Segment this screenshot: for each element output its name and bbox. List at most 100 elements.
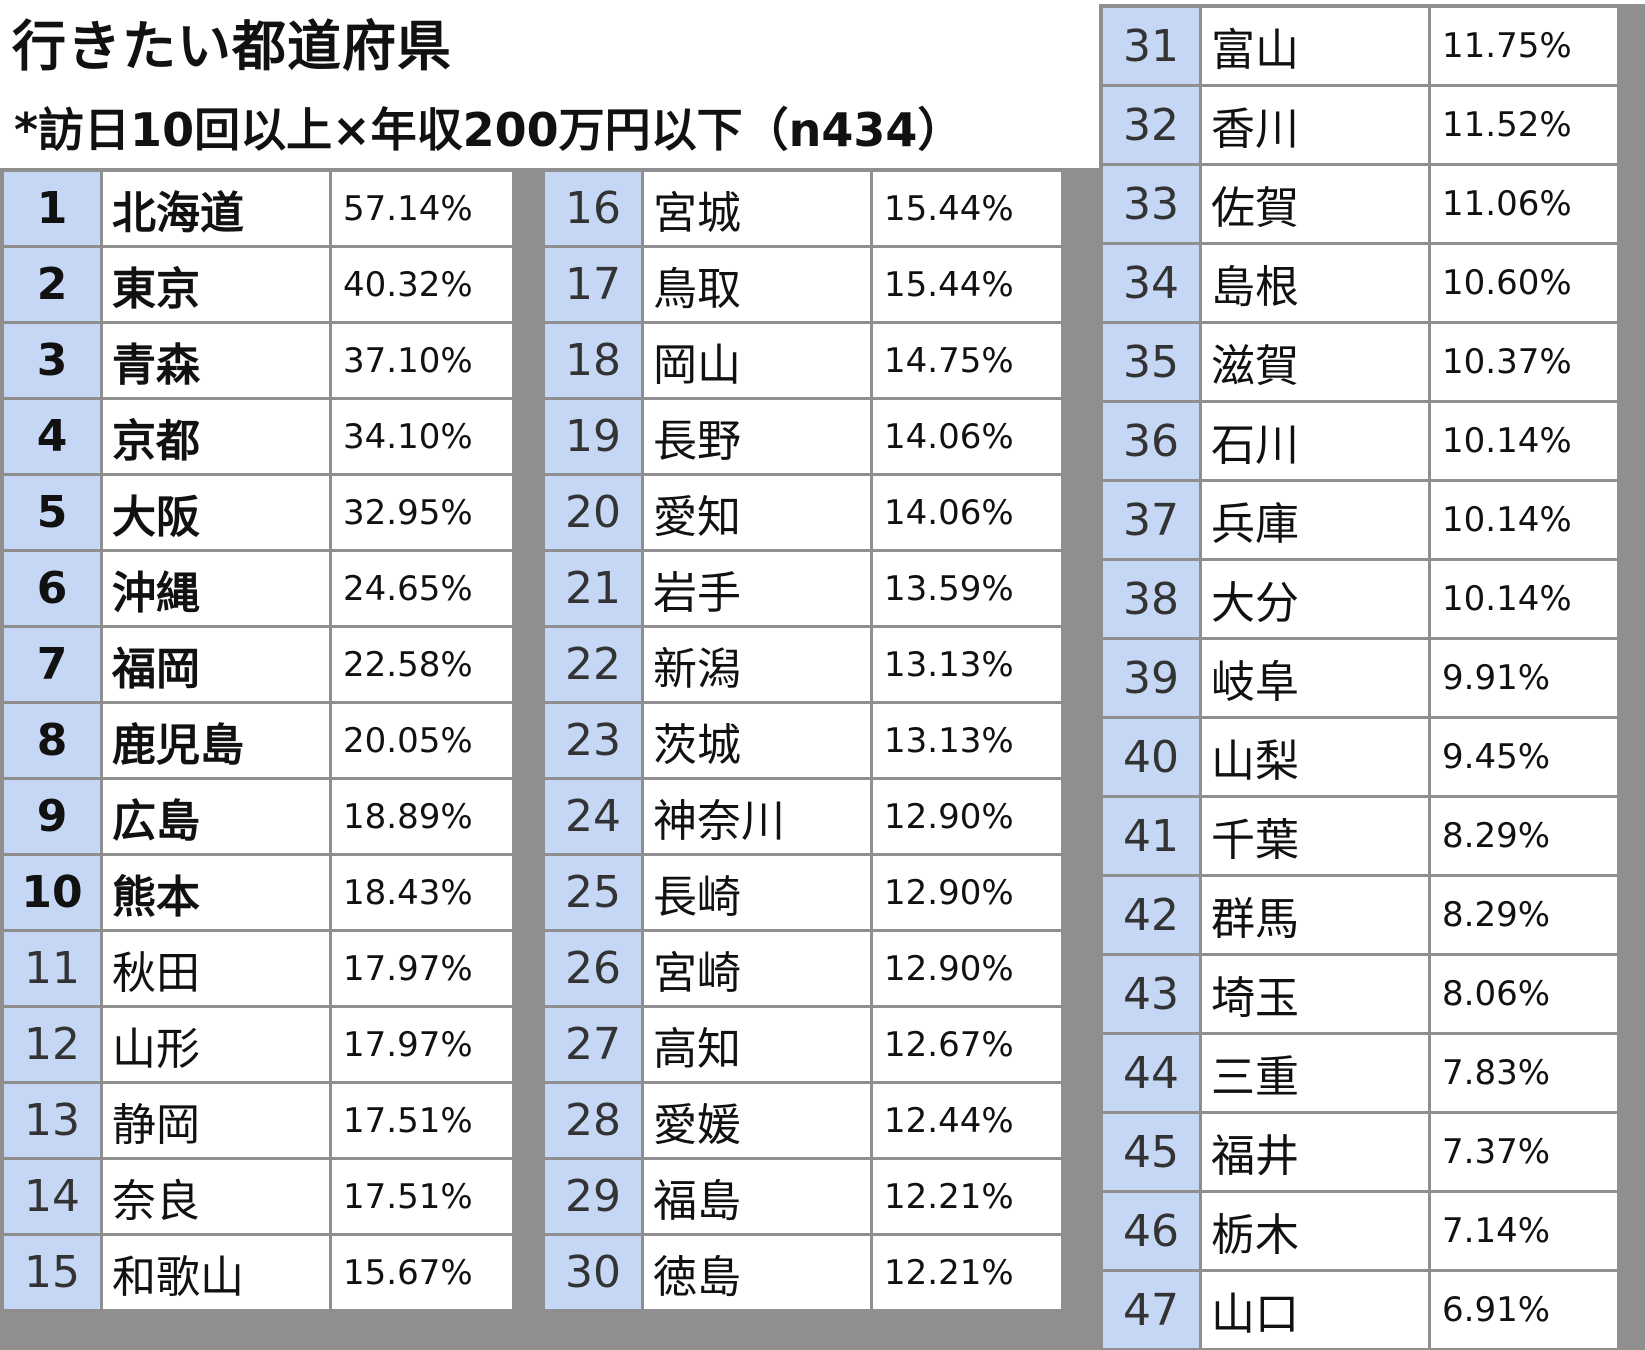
percent-cell: 17.97%	[332, 1008, 512, 1081]
rank-cell: 43	[1103, 956, 1199, 1032]
prefecture-cell: 群馬	[1202, 877, 1428, 953]
prefecture-cell: 徳島	[644, 1236, 870, 1309]
rank-cell: 7	[4, 628, 100, 701]
percent-cell: 34.10%	[332, 400, 512, 473]
percent-cell: 10.14%	[1431, 403, 1617, 479]
rank-cell: 16	[545, 172, 641, 245]
prefecture-cell: 秋田	[103, 932, 329, 1005]
rank-cell: 4	[4, 400, 100, 473]
percent-cell: 20.05%	[332, 704, 512, 777]
page-title: 行きたい都道府県	[12, 15, 452, 78]
prefecture-cell: 高知	[644, 1008, 870, 1081]
rank-cell: 38	[1103, 561, 1199, 637]
percent-cell: 13.13%	[873, 704, 1061, 777]
prefecture-cell: 栃木	[1202, 1193, 1428, 1269]
prefecture-cell: 大阪	[103, 476, 329, 549]
rank-cell: 41	[1103, 798, 1199, 874]
rank-cell: 46	[1103, 1193, 1199, 1269]
percent-cell: 12.90%	[873, 856, 1061, 929]
rank-cell: 3	[4, 324, 100, 397]
percent-cell: 10.14%	[1431, 482, 1617, 558]
prefecture-cell: 長崎	[644, 856, 870, 929]
prefecture-cell: 山口	[1202, 1272, 1428, 1348]
rank-cell: 28	[545, 1084, 641, 1157]
prefecture-cell: 和歌山	[103, 1236, 329, 1309]
percent-cell: 8.29%	[1431, 798, 1617, 874]
prefecture-cell: 佐賀	[1202, 166, 1428, 242]
rank-cell: 13	[4, 1084, 100, 1157]
rank-cell: 27	[545, 1008, 641, 1081]
rank-cell: 39	[1103, 640, 1199, 716]
prefecture-cell: 長野	[644, 400, 870, 473]
percent-cell: 22.58%	[332, 628, 512, 701]
rank-cell: 5	[4, 476, 100, 549]
rank-cell: 31	[1103, 8, 1199, 84]
prefecture-cell: 青森	[103, 324, 329, 397]
prefecture-cell: 宮城	[644, 172, 870, 245]
prefecture-cell: 神奈川	[644, 780, 870, 853]
percent-cell: 15.44%	[873, 248, 1061, 321]
rank-cell: 11	[4, 932, 100, 1005]
rank-cell: 2	[4, 248, 100, 321]
prefecture-cell: 埼玉	[1202, 956, 1428, 1032]
prefecture-cell: 石川	[1202, 403, 1428, 479]
percent-cell: 17.51%	[332, 1160, 512, 1233]
rank-cell: 22	[545, 628, 641, 701]
prefecture-cell: 岩手	[644, 552, 870, 625]
percent-cell: 13.13%	[873, 628, 1061, 701]
rank-cell: 12	[4, 1008, 100, 1081]
percent-cell: 14.75%	[873, 324, 1061, 397]
percent-cell: 17.97%	[332, 932, 512, 1005]
ranking-table-16-30: 16 宮城 15.44% 17 鳥取 15.44% 18 岡山 14.75% 19 長野 14.06%…	[545, 168, 1099, 1350]
prefecture-cell: 東京	[103, 248, 329, 321]
prefecture-cell: 鹿児島	[103, 704, 329, 777]
prefecture-cell: 滋賀	[1202, 324, 1428, 400]
percent-cell: 12.67%	[873, 1008, 1061, 1081]
percent-cell: 11.06%	[1431, 166, 1617, 242]
rank-cell: 1	[4, 172, 100, 245]
rank-cell: 34	[1103, 245, 1199, 321]
prefecture-cell: 岐阜	[1202, 640, 1428, 716]
rank-cell: 10	[4, 856, 100, 929]
prefecture-cell: 福岡	[103, 628, 329, 701]
prefecture-cell: 千葉	[1202, 798, 1428, 874]
percent-cell: 40.32%	[332, 248, 512, 321]
prefecture-cell: 大分	[1202, 561, 1428, 637]
prefecture-cell: 京都	[103, 400, 329, 473]
percent-cell: 8.06%	[1431, 956, 1617, 1032]
percent-cell: 7.37%	[1431, 1114, 1617, 1190]
rank-cell: 9	[4, 780, 100, 853]
prefecture-cell: 香川	[1202, 87, 1428, 163]
percent-cell: 32.95%	[332, 476, 512, 549]
rank-cell: 23	[545, 704, 641, 777]
percent-cell: 10.60%	[1431, 245, 1617, 321]
prefecture-cell: 北海道	[103, 172, 329, 245]
prefecture-cell: 愛知	[644, 476, 870, 549]
rank-cell: 44	[1103, 1035, 1199, 1111]
percent-cell: 24.65%	[332, 552, 512, 625]
rank-cell: 33	[1103, 166, 1199, 242]
rank-cell: 47	[1103, 1272, 1199, 1348]
percent-cell: 10.37%	[1431, 324, 1617, 400]
percent-cell: 15.67%	[332, 1236, 512, 1309]
prefecture-cell: 新潟	[644, 628, 870, 701]
ranking-table-1-15: 1 北海道 57.14% 2 東京 40.32% 3 青森 37.10% 4 京都 34.10% 5 大阪…	[0, 168, 545, 1350]
prefecture-cell: 兵庫	[1202, 482, 1428, 558]
percent-cell: 11.75%	[1431, 8, 1617, 84]
percent-cell: 18.43%	[332, 856, 512, 929]
percent-cell: 57.14%	[332, 172, 512, 245]
percent-cell: 12.21%	[873, 1160, 1061, 1233]
prefecture-cell: 山形	[103, 1008, 329, 1081]
rank-cell: 8	[4, 704, 100, 777]
rank-cell: 24	[545, 780, 641, 853]
percent-cell: 9.45%	[1431, 719, 1617, 795]
percent-cell: 12.21%	[873, 1236, 1061, 1309]
prefecture-cell: 島根	[1202, 245, 1428, 321]
prefecture-cell: 静岡	[103, 1084, 329, 1157]
percent-cell: 11.52%	[1431, 87, 1617, 163]
rank-cell: 6	[4, 552, 100, 625]
prefecture-cell: 愛媛	[644, 1084, 870, 1157]
percent-cell: 9.91%	[1431, 640, 1617, 716]
rank-cell: 18	[545, 324, 641, 397]
percent-cell: 17.51%	[332, 1084, 512, 1157]
